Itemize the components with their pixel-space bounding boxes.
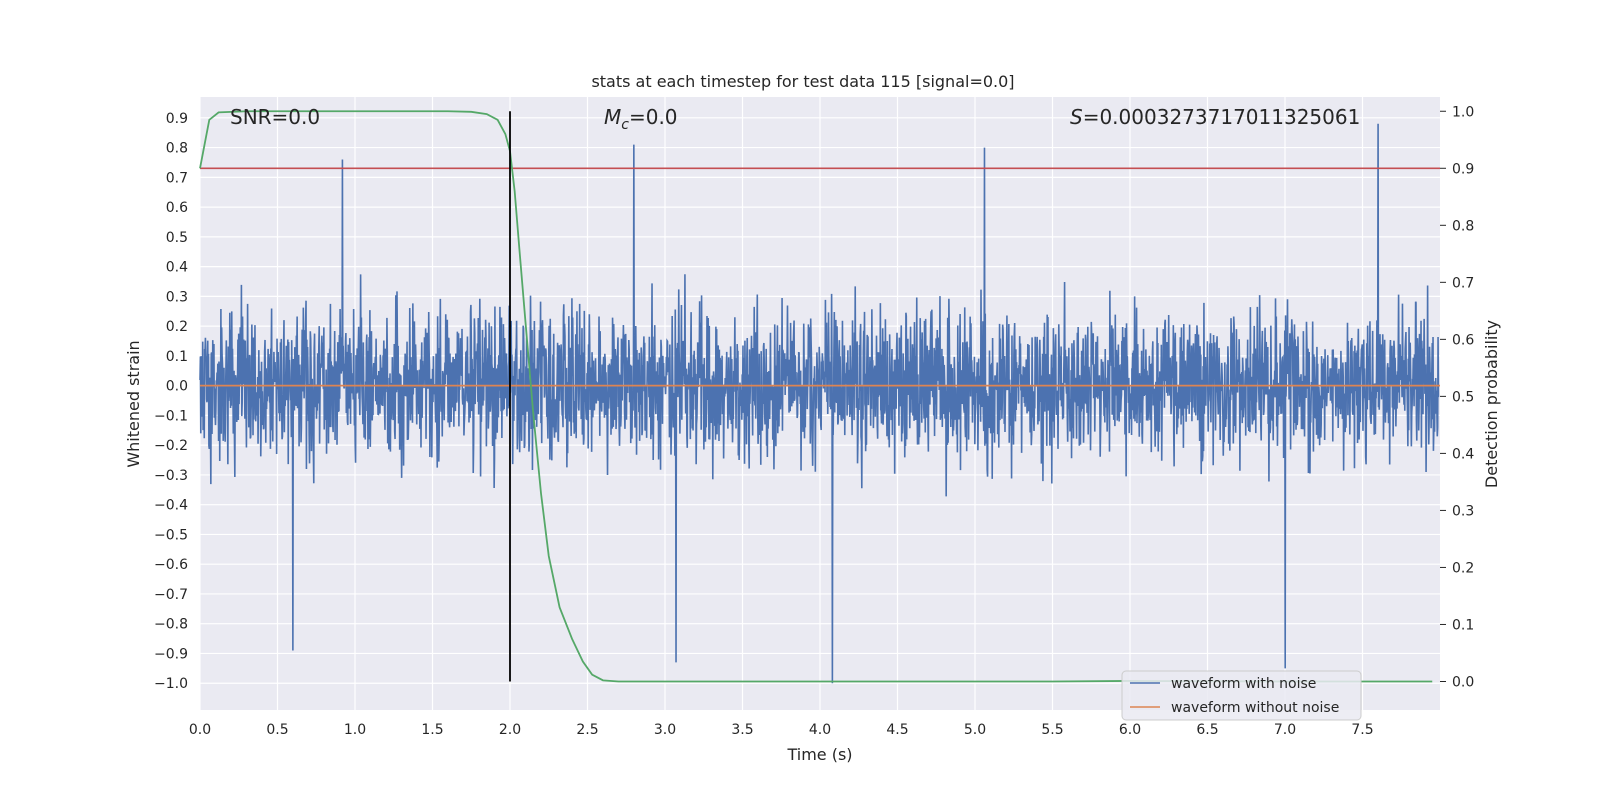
x-tick-label: 1.5	[421, 722, 443, 738]
right-y-tick-label: 0.4	[1452, 446, 1474, 462]
x-tick-label: 6.5	[1196, 722, 1218, 738]
x-tick-label: 0.0	[189, 722, 211, 738]
chart-title: stats at each timestep for test data 115…	[591, 72, 1014, 91]
left-y-tick-label: −0.4	[154, 498, 188, 514]
x-tick-label: 5.0	[964, 722, 986, 738]
x-tick-label: 3.5	[731, 722, 753, 738]
right-y-tick-label: 0.1	[1452, 617, 1474, 633]
left-y-tick-label: 0.8	[166, 141, 188, 157]
right-y-tick-label: 0.6	[1452, 332, 1474, 348]
right-y-tick-label: 0.5	[1452, 389, 1474, 405]
left-y-tick-label: 0.7	[166, 170, 188, 186]
legend-label-clean: waveform without noise	[1171, 700, 1339, 716]
score-annotation: S=0.0003273717011325061	[1070, 105, 1360, 129]
score-symbol: S	[1070, 105, 1083, 129]
right-axis-label: Detection probability	[1482, 320, 1501, 488]
left-y-tick-label: 0.4	[166, 260, 188, 276]
left-y-tick-label: −0.9	[154, 646, 188, 662]
right-y-tick-label: 0.0	[1452, 674, 1474, 690]
x-axis-ticks: 0.0 0.5 1.0 1.5 2.0 2.5 3.0 3.5 4.0 4.5 5.0 5.5 6.0 6…	[189, 722, 1374, 738]
x-tick-label: 4.5	[886, 722, 908, 738]
x-tick-label: 7.0	[1274, 722, 1296, 738]
left-y-tick-label: −0.3	[154, 468, 188, 484]
right-y-tick-label: 0.2	[1452, 560, 1474, 576]
left-y-tick-label: 0.0	[166, 379, 188, 395]
series-waveform-with-noise	[199, 123, 1440, 684]
left-y-tick-label: −1.0	[154, 676, 188, 692]
left-y-tick-label: −0.6	[154, 557, 188, 573]
right-y-tick-label: 0.3	[1452, 503, 1474, 519]
chirp-mass-value: =0.0	[629, 105, 678, 129]
x-tick-label: 1.0	[344, 722, 366, 738]
legend-box	[1121, 670, 1362, 721]
left-y-tick-label: 0.2	[166, 319, 188, 335]
left-y-tick-label: −0.5	[154, 527, 188, 543]
right-y-tick-label: 0.9	[1452, 161, 1474, 177]
score-value: =0.0003273717011325061	[1083, 105, 1361, 129]
x-tick-label: 2.0	[499, 722, 521, 738]
left-y-tick-label: 0.6	[166, 200, 188, 216]
plot-area	[199, 97, 1440, 710]
legend-label-noisy: waveform with noise	[1171, 676, 1316, 692]
series-layer	[199, 110, 1440, 684]
x-tick-label: 5.5	[1041, 722, 1063, 738]
right-y-tick-label: 0.7	[1452, 275, 1474, 291]
left-y-tick-label: 0.5	[166, 230, 188, 246]
x-tick-label: 3.0	[654, 722, 676, 738]
x-tick-label: 7.5	[1351, 722, 1373, 738]
x-tick-label: 6.0	[1119, 722, 1141, 738]
left-y-tick-label: −0.8	[154, 617, 188, 633]
left-y-tick-label: 0.9	[166, 111, 188, 127]
series-detection-probability	[199, 110, 1433, 683]
x-tick-label: 4.0	[809, 722, 831, 738]
x-tick-label: 2.5	[576, 722, 598, 738]
snr-annotation: SNR=0.0	[230, 105, 320, 129]
right-y-tick-label: 0.8	[1452, 218, 1474, 234]
left-axis-ticks: 0.9 0.8 0.7 0.6 0.5 0.4 0.3 0.2 0.1 0.0 −0.1 −0.2 −0…	[154, 111, 188, 692]
left-axis-label: Whitened strain	[124, 340, 143, 467]
right-y-tick-label: 1.0	[1452, 104, 1474, 120]
left-y-tick-label: 0.3	[166, 289, 188, 305]
chirp-mass-symbol: M	[604, 105, 621, 129]
right-axis-ticks: 1.0 0.9 0.8 0.7 0.6 0.5 0.4 0.3 0.2 0.1 0.0	[1440, 104, 1474, 690]
left-y-tick-label: 0.1	[166, 349, 188, 365]
chirp-mass-subscript: c	[621, 117, 629, 133]
left-y-tick-label: −0.2	[154, 438, 188, 454]
left-y-tick-label: −0.7	[154, 587, 188, 603]
left-y-tick-label: −0.1	[154, 408, 188, 424]
x-axis-label: Time (s)	[786, 745, 852, 764]
legend: waveform with noise waveform without noi…	[1121, 670, 1362, 721]
x-tick-label: 0.5	[266, 722, 288, 738]
chirp-mass-annotation: Mc=0.0	[604, 105, 678, 133]
